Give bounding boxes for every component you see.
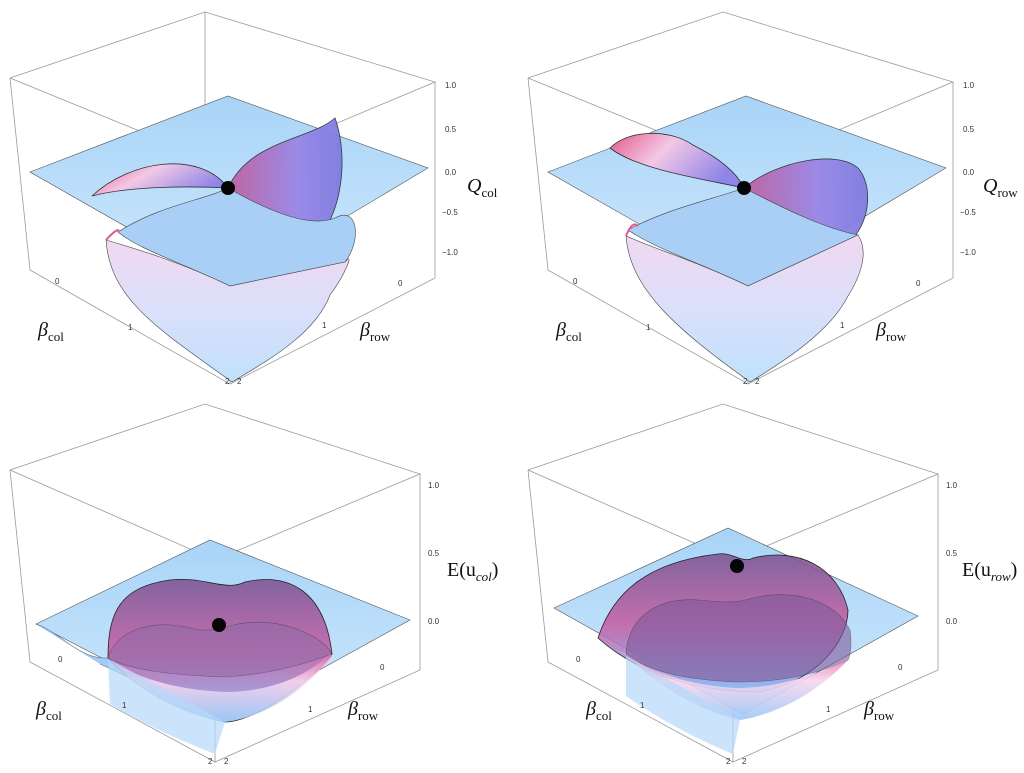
- x-tick: 2: [743, 377, 748, 386]
- x-axis-ticks: 0 1 2: [576, 655, 731, 766]
- y-axis-label: βrow: [359, 319, 391, 344]
- z-tick: 0.0: [428, 617, 440, 626]
- z-axis-ticks: 1.0 0.5 0.0: [428, 481, 440, 626]
- x-tick: 2: [225, 377, 230, 386]
- x-axis-ticks: 0 1 2: [573, 277, 748, 386]
- z-tick: 0.5: [445, 125, 457, 134]
- z-tick: 1.0: [445, 81, 457, 90]
- z-axis-ticks: 1.0 0.5 0.0: [946, 481, 958, 626]
- x-axis-label: βcol: [555, 319, 582, 344]
- panel-e-u-row: 1.0 0.5 0.0 0 1 2 2 1 0 E(urow) βcol βro…: [527, 403, 1017, 766]
- x-tick: 2: [208, 757, 213, 766]
- y-tick: 1: [322, 321, 327, 330]
- y-axis-label: βrow: [875, 319, 907, 344]
- panel-e-u-col: 1.0 0.5 0.0 0 1 2 2 1 0 E(ucol) βcol βro…: [9, 403, 498, 766]
- x-tick: 0: [576, 655, 581, 664]
- z-tick: 1.0: [963, 81, 975, 90]
- y-axis-label: βrow: [347, 698, 379, 723]
- y-axis-ticks: 2 1 0: [224, 663, 385, 766]
- x-axis-ticks: 0 1 2: [58, 655, 213, 766]
- z-tick: 0.5: [963, 125, 975, 134]
- x-tick: 1: [640, 701, 645, 710]
- z-axis-ticks: 1.0 0.5 0.0 −0.5 −1.0: [960, 81, 976, 257]
- equilibrium-marker: [730, 559, 744, 573]
- x-tick: 0: [573, 277, 578, 286]
- z-axis-label: Qrow: [983, 175, 1018, 200]
- z-axis-label: E(ucol): [447, 559, 498, 584]
- y-tick: 2: [237, 377, 242, 386]
- y-tick: 0: [380, 663, 385, 672]
- surface: [35, 539, 411, 754]
- x-tick: 1: [646, 323, 651, 332]
- y-tick: 1: [840, 321, 845, 330]
- equilibrium-marker: [221, 181, 235, 195]
- y-tick: 1: [308, 705, 313, 714]
- x-tick: 2: [726, 757, 731, 766]
- z-tick: 0.0: [445, 168, 457, 177]
- z-tick: −1.0: [442, 248, 458, 257]
- z-tick: −0.5: [442, 208, 458, 217]
- z-axis-ticks: 1.0 0.5 0.0 −0.5 −1.0: [442, 81, 458, 257]
- x-tick: 0: [55, 277, 60, 286]
- x-axis-ticks: 0 1 2: [55, 277, 230, 386]
- z-tick: 1.0: [946, 481, 958, 490]
- y-axis-ticks: 2 1 0: [237, 279, 403, 386]
- z-tick: 1.0: [428, 481, 440, 490]
- y-axis-label: βrow: [863, 698, 895, 723]
- z-tick: −0.5: [960, 208, 976, 217]
- x-tick: 1: [122, 701, 127, 710]
- z-axis-label: Qcol: [467, 175, 498, 200]
- y-tick: 0: [398, 279, 403, 288]
- panel-q-col: 1.0 0.5 0.0 −0.5 −1.0 0 1 2 2 1 0 Qcol β…: [9, 11, 498, 386]
- x-tick: 0: [58, 655, 63, 664]
- surface: [553, 527, 919, 754]
- z-tick: 0.0: [963, 168, 975, 177]
- y-tick: 0: [916, 279, 921, 288]
- x-axis-label: βcol: [585, 698, 612, 723]
- equilibrium-marker: [212, 618, 226, 632]
- y-axis-ticks: 2 1 0: [755, 279, 921, 386]
- y-tick: 0: [898, 663, 903, 672]
- z-tick: 0.0: [946, 617, 958, 626]
- y-tick: 2: [742, 757, 747, 766]
- z-tick: −1.0: [960, 248, 976, 257]
- z-tick: 0.5: [946, 549, 958, 558]
- panel-q-row: 1.0 0.5 0.0 −0.5 −1.0 0 1 2 2 1 0 Qrow β…: [527, 11, 1018, 386]
- y-tick: 1: [826, 705, 831, 714]
- x-tick: 1: [128, 323, 133, 332]
- x-axis-label: βcol: [37, 319, 64, 344]
- x-axis-label: βcol: [35, 698, 62, 723]
- z-tick: 0.5: [428, 549, 440, 558]
- equilibrium-marker: [737, 181, 751, 195]
- z-axis-label: E(urow): [962, 559, 1017, 584]
- y-axis-ticks: 2 1 0: [742, 663, 903, 766]
- y-tick: 2: [224, 757, 229, 766]
- y-tick: 2: [755, 377, 760, 386]
